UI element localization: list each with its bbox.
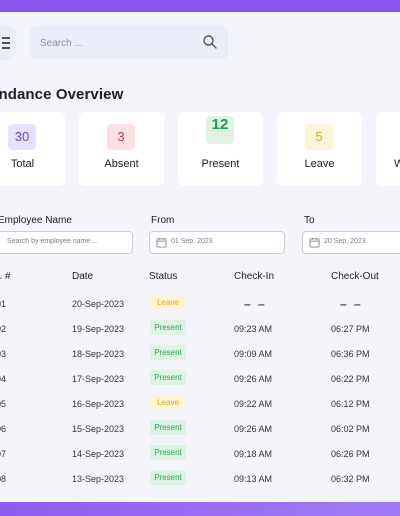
row-date: 20-Sep-2023 bbox=[72, 299, 125, 309]
row-check-out: 06:12 PM bbox=[331, 399, 370, 409]
app-canvas: endance Overview 30 Total 3 Absent 12 Pr… bbox=[0, 12, 400, 502]
menu-icon-bar-1 bbox=[2, 37, 10, 39]
row-check-in: 09:13 AM bbox=[234, 474, 273, 484]
table-row[interactable]: 04 17-Sep-2023 Present 09:26 AM 06:22 PM bbox=[0, 367, 400, 392]
employee-search-field[interactable]: Search by employee name ... bbox=[0, 231, 133, 254]
row-check-out: 06:26 PM bbox=[331, 449, 370, 459]
to-date-field[interactable]: 20 Sep, 2023 bbox=[302, 231, 400, 254]
row-sr: 02 bbox=[0, 324, 7, 334]
menu-button[interactable] bbox=[0, 26, 16, 60]
col-header-status: Status bbox=[149, 271, 178, 282]
status-badge: Present bbox=[150, 345, 186, 360]
from-date-field[interactable]: 01 Sep, 2023 bbox=[149, 231, 285, 254]
row-sr: 07 bbox=[0, 449, 7, 459]
table-row[interactable]: 02 19-Sep-2023 Present 09:23 AM 06:27 PM bbox=[0, 317, 400, 342]
page-title: endance Overview bbox=[0, 86, 124, 103]
status-badge: Present bbox=[150, 370, 186, 385]
absent-count: 3 bbox=[107, 124, 135, 150]
present-count: 12 bbox=[206, 116, 234, 144]
row-sr: 06 bbox=[0, 424, 7, 434]
status-badge: Leave bbox=[150, 295, 186, 310]
row-sr: 03 bbox=[0, 349, 7, 359]
present-label: Present bbox=[201, 158, 240, 170]
row-check-in: 09:23 AM bbox=[234, 324, 273, 334]
leave-label: Leave bbox=[304, 158, 335, 170]
row-check-out: – – bbox=[340, 297, 363, 311]
row-check-out: 06:22 PM bbox=[331, 374, 370, 384]
search-icon[interactable] bbox=[202, 34, 218, 50]
row-check-out: 06:32 PM bbox=[331, 474, 370, 484]
status-badge: Present bbox=[150, 445, 186, 460]
top-border bbox=[0, 0, 400, 12]
row-date: 19-Sep-2023 bbox=[72, 324, 125, 334]
table-row[interactable]: 07 14-Sep-2023 Present 09:18 AM 06:26 PM bbox=[0, 442, 400, 467]
col-header-check-in: Check-In bbox=[234, 271, 275, 282]
row-date: 13-Sep-2023 bbox=[72, 474, 125, 484]
row-date: 18-Sep-2023 bbox=[72, 349, 125, 359]
table-row[interactable]: 08 13-Sep-2023 Present 09:13 AM 06:32 PM bbox=[0, 467, 400, 492]
employee-name-label: Employee Name bbox=[0, 215, 72, 226]
status-badge: Present bbox=[150, 420, 186, 435]
search-input[interactable] bbox=[40, 34, 190, 52]
row-check-in: – – bbox=[244, 297, 267, 311]
status-badge: Present bbox=[150, 320, 186, 335]
menu-icon-bar-3 bbox=[2, 47, 10, 49]
total-card: 30 Total bbox=[0, 112, 65, 186]
to-date-value: 20 Sep, 2023 bbox=[324, 238, 366, 245]
row-date: 14-Sep-2023 bbox=[72, 449, 125, 459]
row-sr: 08 bbox=[0, 474, 7, 484]
col-header-date: Date bbox=[72, 271, 94, 282]
calendar-icon bbox=[309, 237, 320, 248]
row-check-in: 09:18 AM bbox=[234, 449, 273, 459]
absent-card: 3 Absent bbox=[79, 112, 164, 186]
total-count: 30 bbox=[8, 124, 36, 150]
present-card: 12 Present bbox=[178, 112, 263, 186]
row-check-in: 09:26 AM bbox=[234, 424, 273, 434]
row-check-in: 09:09 AM bbox=[234, 349, 273, 359]
row-check-out: 06:36 PM bbox=[331, 349, 370, 359]
to-label: To bbox=[304, 215, 315, 226]
bottom-border bbox=[0, 502, 400, 516]
table-row[interactable]: 03 18-Sep-2023 Present 09:09 AM 06:36 PM bbox=[0, 342, 400, 367]
row-check-in: 09:22 AM bbox=[234, 399, 273, 409]
row-date: 16-Sep-2023 bbox=[72, 399, 125, 409]
leave-count: 5 bbox=[305, 124, 333, 150]
col-header-sr: Sr. # bbox=[0, 271, 11, 282]
wfh-label: W bbox=[394, 158, 400, 170]
status-badge: Leave bbox=[150, 395, 186, 410]
row-sr: 05 bbox=[0, 399, 7, 409]
wfh-card: W bbox=[376, 112, 400, 186]
absent-label: Absent bbox=[104, 158, 139, 170]
table-row[interactable]: 01 20-Sep-2023 Leave – – – – bbox=[0, 292, 400, 317]
calendar-icon bbox=[156, 237, 167, 248]
row-sr: 01 bbox=[0, 299, 7, 309]
row-check-out: 06:27 PM bbox=[331, 324, 370, 334]
row-check-out: 06:02 PM bbox=[331, 424, 370, 434]
row-check-in: 09:26 AM bbox=[234, 374, 273, 384]
from-date-value: 01 Sep, 2023 bbox=[171, 238, 213, 245]
col-header-check-out: Check-Out bbox=[331, 271, 379, 282]
row-date: 15-Sep-2023 bbox=[72, 424, 125, 434]
status-badge: Present bbox=[150, 470, 186, 485]
employee-search-placeholder: Search by employee name ... bbox=[7, 238, 99, 245]
menu-icon-bar-2 bbox=[2, 42, 10, 44]
table-row[interactable]: 05 16-Sep-2023 Leave 09:22 AM 06:12 PM bbox=[0, 392, 400, 417]
row-sr: 04 bbox=[0, 374, 7, 384]
search-box bbox=[30, 26, 228, 59]
row-date: 17-Sep-2023 bbox=[72, 374, 125, 384]
table-row[interactable]: 06 15-Sep-2023 Present 09:26 AM 06:02 PM bbox=[0, 417, 400, 442]
total-label: Total bbox=[10, 158, 35, 170]
leave-card: 5 Leave bbox=[277, 112, 362, 186]
from-label: From bbox=[151, 215, 175, 226]
